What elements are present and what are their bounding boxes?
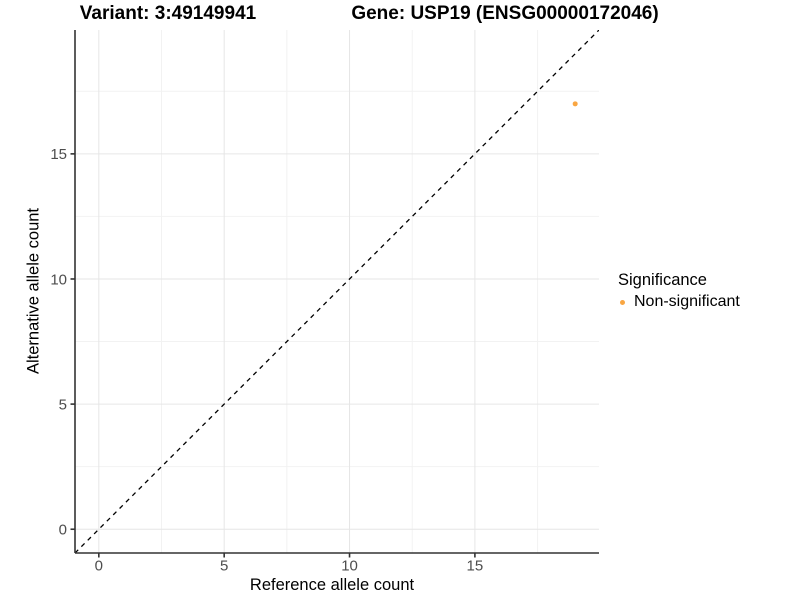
legend-title: Significance <box>618 271 707 289</box>
y-tick-label: 0 <box>59 522 67 539</box>
x-tick-label: 0 <box>95 558 103 575</box>
x-tick-label: 5 <box>220 558 228 575</box>
x-tick-label: 15 <box>467 558 484 575</box>
y-tick-label: 5 <box>59 396 67 413</box>
legend-item-label: Non-significant <box>634 293 740 310</box>
x-tick-label: 10 <box>341 558 358 575</box>
y-axis-title: Alternative allele count <box>24 207 43 375</box>
legend-marker-icon <box>620 299 625 305</box>
plot-title-gene: Gene: USP19 (ENSG00000172046) <box>351 3 659 24</box>
plot-title-variant: Variant: 3:49149941 <box>79 3 257 24</box>
legend-item-non-significant: Non-significant <box>618 293 740 311</box>
x-axis-title: Reference allele count <box>249 576 415 594</box>
identity-line <box>75 30 599 553</box>
y-tick-label: 10 <box>50 271 67 288</box>
legend: Significance Non-significant <box>618 271 740 311</box>
y-tick-label: 15 <box>50 146 67 163</box>
data-point <box>572 101 578 107</box>
